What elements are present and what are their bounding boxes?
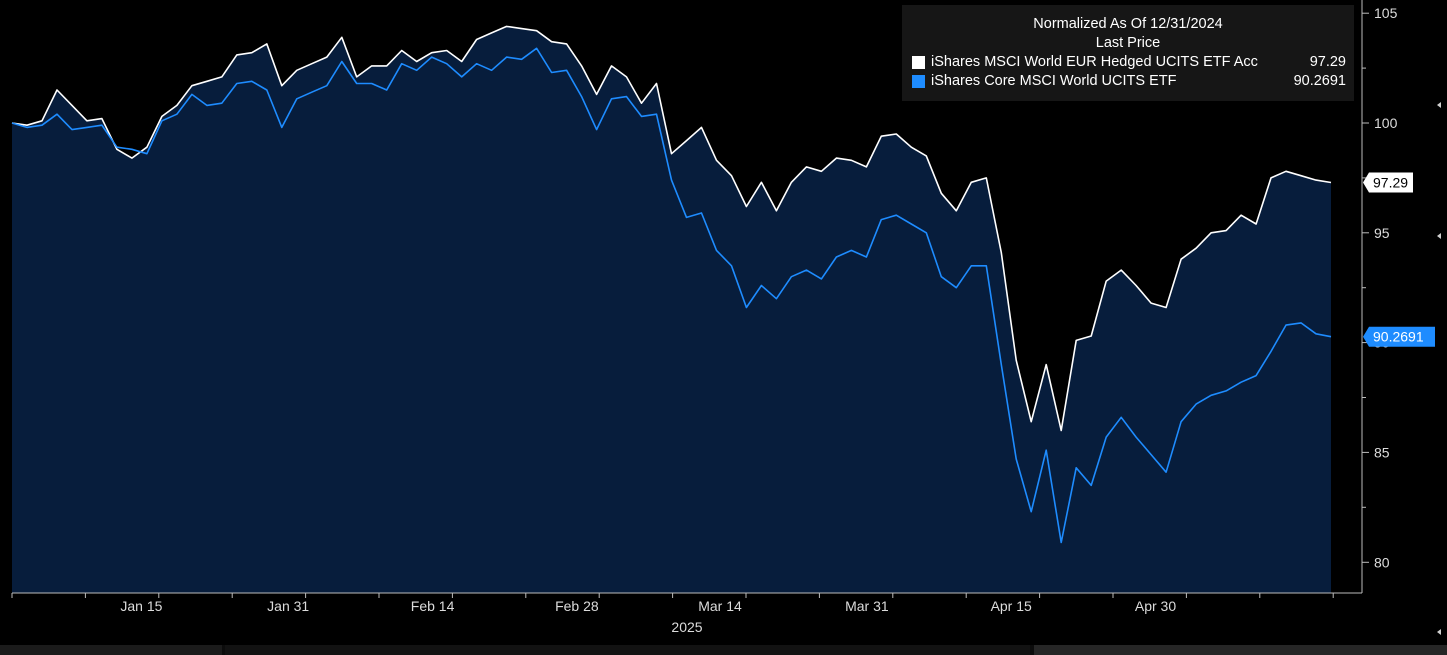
legend-label: iShares MSCI World EUR Hedged UCITS ETF … xyxy=(931,54,1258,70)
chart-subtitle: Last Price xyxy=(1095,35,1161,51)
legend-swatch-hedged xyxy=(912,56,925,69)
legend: Normalized As Of 12/31/2024 Last Price i… xyxy=(902,5,1354,101)
x-tick-label: Apr 30 xyxy=(1135,598,1176,614)
toolbar-segment[interactable] xyxy=(0,645,222,655)
last-value-badge-core: 90.2691 xyxy=(1363,326,1435,347)
y-ticks: 80859095100105 xyxy=(1362,5,1398,570)
x-tick-label: Feb 14 xyxy=(411,598,455,614)
area-fill xyxy=(12,26,1331,593)
x-tick-label: Jan 31 xyxy=(267,598,309,614)
legend-swatch-core xyxy=(912,75,925,88)
x-axis-label: 2025 xyxy=(671,619,702,635)
last-value-badges: 97.29 90.2691 xyxy=(1363,172,1435,347)
legend-label: iShares Core MSCI World UCITS ETF xyxy=(931,73,1177,89)
badge-value: 90.2691 xyxy=(1373,329,1424,345)
toolbar-segment[interactable] xyxy=(1034,645,1447,655)
x-ticks: Jan 15 Jan 31 Feb 14 Feb 28 Mar 14 Mar 31 Apr … xyxy=(11,593,1334,614)
scroll-marker[interactable] xyxy=(1437,629,1441,635)
x-tick-label: Feb 28 xyxy=(555,598,599,614)
series-line-core xyxy=(11,47,1332,544)
toolbar-segment[interactable] xyxy=(225,645,1030,655)
bottom-toolbar xyxy=(0,645,1447,655)
x-tick-label: Apr 15 xyxy=(991,598,1032,614)
y-tick-label: 85 xyxy=(1374,444,1390,460)
badge-shape xyxy=(1363,172,1413,193)
legend-entry-core: iShares Core MSCI World UCITS ETF 90.269… xyxy=(910,72,1346,91)
last-value-badge-hedged: 97.29 xyxy=(1363,172,1413,193)
x-tick-label: Jan 15 xyxy=(120,598,162,614)
badge-value: 97.29 xyxy=(1373,175,1408,191)
badge-shape xyxy=(1363,326,1435,347)
y-tick-label: 95 xyxy=(1374,225,1390,241)
axes xyxy=(12,0,1363,594)
legend-value: 97.29 xyxy=(1309,54,1346,70)
scroll-marker[interactable] xyxy=(1437,233,1441,239)
y-tick-label: 80 xyxy=(1374,554,1390,570)
legend-entry-hedged: iShares MSCI World EUR Hedged UCITS ETF … xyxy=(910,53,1346,72)
chart-title: Normalized As Of 12/31/2024 xyxy=(1033,16,1223,32)
y-tick-label: 105 xyxy=(1374,5,1398,21)
plot-area xyxy=(11,25,1332,593)
scroll-marker[interactable] xyxy=(1437,102,1441,108)
series-line-hedged xyxy=(11,25,1332,432)
legend-value: 90.2691 xyxy=(1293,73,1346,89)
y-tick-label: 100 xyxy=(1374,115,1398,131)
x-tick-label: Mar 31 xyxy=(845,598,889,614)
x-tick-label: Mar 14 xyxy=(698,598,742,614)
